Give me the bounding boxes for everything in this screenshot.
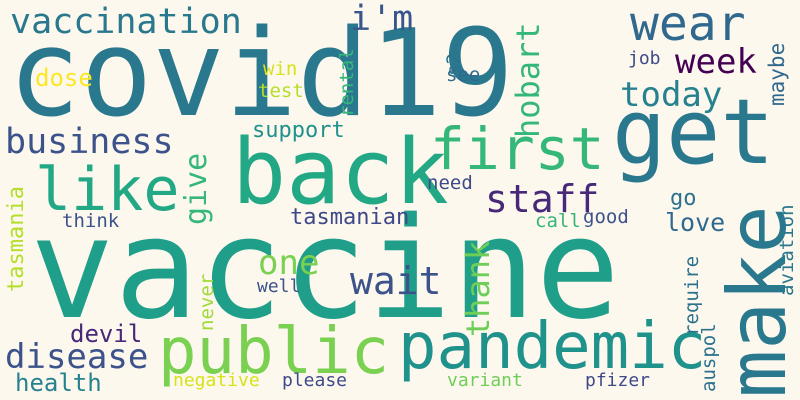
word: business [5,122,174,162]
word: aviation [776,204,798,296]
word: first [430,115,605,183]
word: test [258,80,304,102]
word: today [620,75,723,115]
word: hobart [509,22,547,138]
word: public [158,315,390,389]
word: negative [173,370,260,391]
word: go [670,186,697,211]
word: auspol [698,323,720,392]
word: dose [35,64,93,92]
word: tasmanian [290,205,410,230]
word: vaccine [30,188,621,351]
word: s2 [443,53,465,76]
word: disease [5,337,149,377]
word: week [675,42,757,82]
word: staff [485,177,600,221]
word: see [446,64,481,86]
word: covid19 [8,5,514,144]
word: need [427,172,473,194]
word: maybe [765,42,789,106]
word: health [15,369,102,397]
word: vaccination [10,2,242,42]
word: support [252,118,345,143]
word: variant [447,370,523,391]
word: rental [336,48,358,117]
word: love [665,208,726,237]
word: please [282,370,348,391]
word: win [263,58,298,80]
word: devil [70,320,143,348]
word: good [583,206,629,228]
word: get [612,80,775,185]
word: thank [459,240,497,337]
word: back [232,120,449,225]
word: tasmania [4,186,29,292]
word: i'm [350,0,414,39]
word: wear [630,0,746,52]
word: pfizer [585,370,651,391]
word: wait [350,259,442,303]
word: never [196,273,218,331]
word: one [258,243,320,283]
word: think [62,210,120,232]
word: like [35,155,180,225]
word: give [179,152,214,225]
word: job [628,48,661,69]
word: call [535,210,581,232]
word: well [257,276,301,297]
word: pandemic [398,310,707,384]
